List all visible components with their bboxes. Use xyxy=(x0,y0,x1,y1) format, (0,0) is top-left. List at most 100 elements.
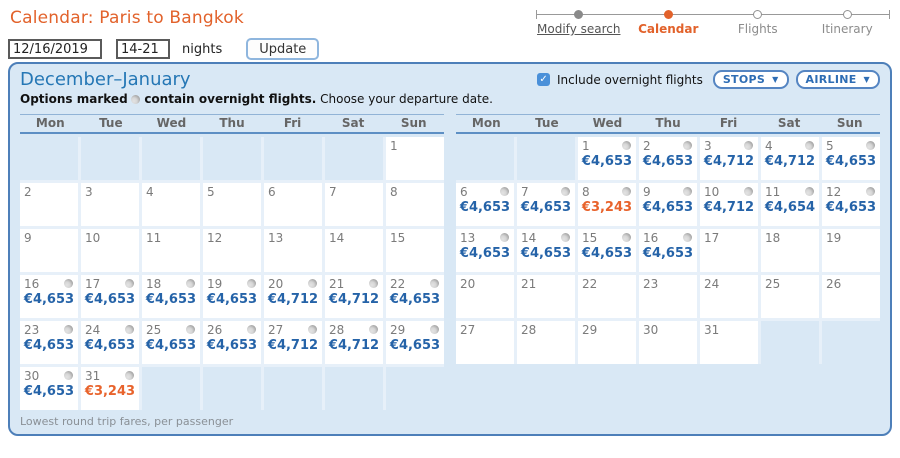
step-modify-search[interactable]: Modify search xyxy=(534,6,624,36)
day-cell-january-10[interactable]: 10 €4,712 xyxy=(700,183,758,226)
day-cell-january-8[interactable]: 8 €3,243 xyxy=(578,183,636,226)
day-cell-december-16[interactable]: 16 €4,653 xyxy=(20,275,78,318)
day-cell-december-20[interactable]: 20 €4,712 xyxy=(264,275,322,318)
day-cell-december-25[interactable]: 25 €4,653 xyxy=(142,321,200,364)
day-cell-december-15: 15 xyxy=(386,229,444,272)
day-cell-december-24[interactable]: 24 €4,653 xyxy=(81,321,139,364)
day-cell-december-23[interactable]: 23 €4,653 xyxy=(20,321,78,364)
day-cell-january-11[interactable]: 11 €4,654 xyxy=(761,183,819,226)
day-cell-december-10: 10 xyxy=(81,229,139,272)
day-cell-december-12: 12 xyxy=(203,229,261,272)
day-cell-january-29: 29 xyxy=(578,321,636,364)
day-cell-january-6[interactable]: 6 €4,653 xyxy=(456,183,514,226)
month-range-heading: December–January xyxy=(20,69,191,90)
stops-filter-button[interactable]: STOPS ▼ xyxy=(712,70,789,89)
fare-price: €4,712 xyxy=(703,200,755,215)
day-number: 29 xyxy=(582,323,598,337)
day-number: 5 xyxy=(826,139,834,153)
chevron-down-icon: ▼ xyxy=(863,75,870,84)
day-cell-january-26: 26 xyxy=(822,275,880,318)
empty-cell xyxy=(203,137,261,180)
weekday-header: Wed xyxy=(592,116,623,130)
day-cell-january-3[interactable]: 3 €4,712 xyxy=(700,137,758,180)
empty-cell xyxy=(203,367,261,410)
airline-filter-button[interactable]: AIRLINE ▼ xyxy=(795,70,880,89)
day-number: 9 xyxy=(643,185,651,199)
day-cell-january-13[interactable]: 13 €4,653 xyxy=(456,229,514,272)
overnight-moon-icon xyxy=(744,187,753,196)
day-cell-december-26[interactable]: 26 €4,653 xyxy=(203,321,261,364)
day-cell-january-1[interactable]: 1 €4,653 xyxy=(578,137,636,180)
day-cell-december-19[interactable]: 19 €4,653 xyxy=(203,275,261,318)
day-cell-december-21[interactable]: 21 €4,712 xyxy=(325,275,383,318)
overnight-moon-icon xyxy=(125,325,134,334)
day-cell-december-18[interactable]: 18 €4,653 xyxy=(142,275,200,318)
day-cell-january-21: 21 xyxy=(517,275,575,318)
weekday-header-row: Mon Tue Wed Thu Fri Sat Sun xyxy=(456,114,880,134)
day-cell-december-7: 7 xyxy=(325,183,383,226)
fare-price: €4,712 xyxy=(267,338,319,353)
day-cell-december-28[interactable]: 28 €4,712 xyxy=(325,321,383,364)
empty-cell xyxy=(822,321,880,364)
step-label: Calendar xyxy=(638,22,699,36)
fare-price: €4,653 xyxy=(206,292,258,307)
step-dot-icon xyxy=(842,10,852,19)
day-cell-january-15[interactable]: 15 €4,653 xyxy=(578,229,636,272)
day-cell-december-31[interactable]: 31 €3,243 xyxy=(81,367,139,410)
day-cell-january-14[interactable]: 14 €4,653 xyxy=(517,229,575,272)
weekday-header: Sat xyxy=(777,116,801,130)
weekday-header: Sun xyxy=(836,116,863,130)
calendar-grids: Mon Tue Wed Thu Fri Sat Sun 1 2 3 4 5 6 7 8 9 10 11 12 13 14… xyxy=(20,114,880,410)
include-overnight-label: Include overnight flights xyxy=(557,72,703,87)
day-cell-january-2[interactable]: 2 €4,653 xyxy=(639,137,697,180)
departure-date-input[interactable] xyxy=(8,39,102,59)
fare-price: €4,653 xyxy=(642,246,694,261)
day-number: 6 xyxy=(460,185,468,199)
empty-cell xyxy=(142,137,200,180)
empty-cell xyxy=(264,137,322,180)
day-cell-december-29[interactable]: 29 €4,653 xyxy=(386,321,444,364)
day-number: 28 xyxy=(521,323,537,337)
fare-price: €4,653 xyxy=(145,338,197,353)
day-number: 10 xyxy=(85,231,101,245)
day-cell-january-24: 24 xyxy=(700,275,758,318)
day-cell-january-9[interactable]: 9 €4,653 xyxy=(639,183,697,226)
step-label[interactable]: Modify search xyxy=(537,22,621,36)
day-cell-january-16[interactable]: 16 €4,653 xyxy=(639,229,697,272)
day-number: 26 xyxy=(207,323,223,337)
overnight-note: Options marked contain overnight flights… xyxy=(20,92,880,107)
fare-price: €4,712 xyxy=(328,292,380,307)
overnight-moon-icon xyxy=(744,141,753,150)
day-cell-december-30[interactable]: 30 €4,653 xyxy=(20,367,78,410)
day-number: 22 xyxy=(390,277,406,291)
calendar-december: Mon Tue Wed Thu Fri Sat Sun 1 2 3 4 5 6 7 8 9 10 11 12 13 14… xyxy=(20,114,444,410)
fare-price: €4,653 xyxy=(389,292,441,307)
day-cell-december-3: 3 xyxy=(81,183,139,226)
chevron-down-icon: ▼ xyxy=(772,75,779,84)
day-number: 9 xyxy=(24,231,32,245)
include-overnight-checkbox[interactable]: ✓ xyxy=(537,73,551,86)
day-number: 14 xyxy=(329,231,345,245)
day-number: 13 xyxy=(268,231,284,245)
overnight-moon-icon xyxy=(308,279,317,288)
day-cell-december-22[interactable]: 22 €4,653 xyxy=(386,275,444,318)
nights-label: nights xyxy=(182,41,223,57)
empty-cell xyxy=(20,137,78,180)
note-prefix: Options marked xyxy=(20,92,128,106)
day-cell-december-27[interactable]: 27 €4,712 xyxy=(264,321,322,364)
day-cell-january-5[interactable]: 5 €4,653 xyxy=(822,137,880,180)
day-number: 24 xyxy=(85,323,101,337)
update-button[interactable]: Update xyxy=(246,38,320,60)
day-cell-december-11: 11 xyxy=(142,229,200,272)
overnight-moon-icon xyxy=(500,233,509,242)
nights-range-input[interactable] xyxy=(116,39,170,59)
fare-price: €4,653 xyxy=(581,154,633,169)
day-cell-january-12[interactable]: 12 €4,653 xyxy=(822,183,880,226)
day-cell-december-17[interactable]: 17 €4,653 xyxy=(81,275,139,318)
day-cell-january-7[interactable]: 7 €4,653 xyxy=(517,183,575,226)
day-cell-january-4[interactable]: 4 €4,712 xyxy=(761,137,819,180)
fare-price: €4,653 xyxy=(206,338,258,353)
note-bold-suffix: contain overnight flights. xyxy=(144,92,317,106)
step-calendar: Calendar xyxy=(624,6,714,36)
calendar-panel: December–January ✓ Include overnight fli… xyxy=(8,62,892,436)
